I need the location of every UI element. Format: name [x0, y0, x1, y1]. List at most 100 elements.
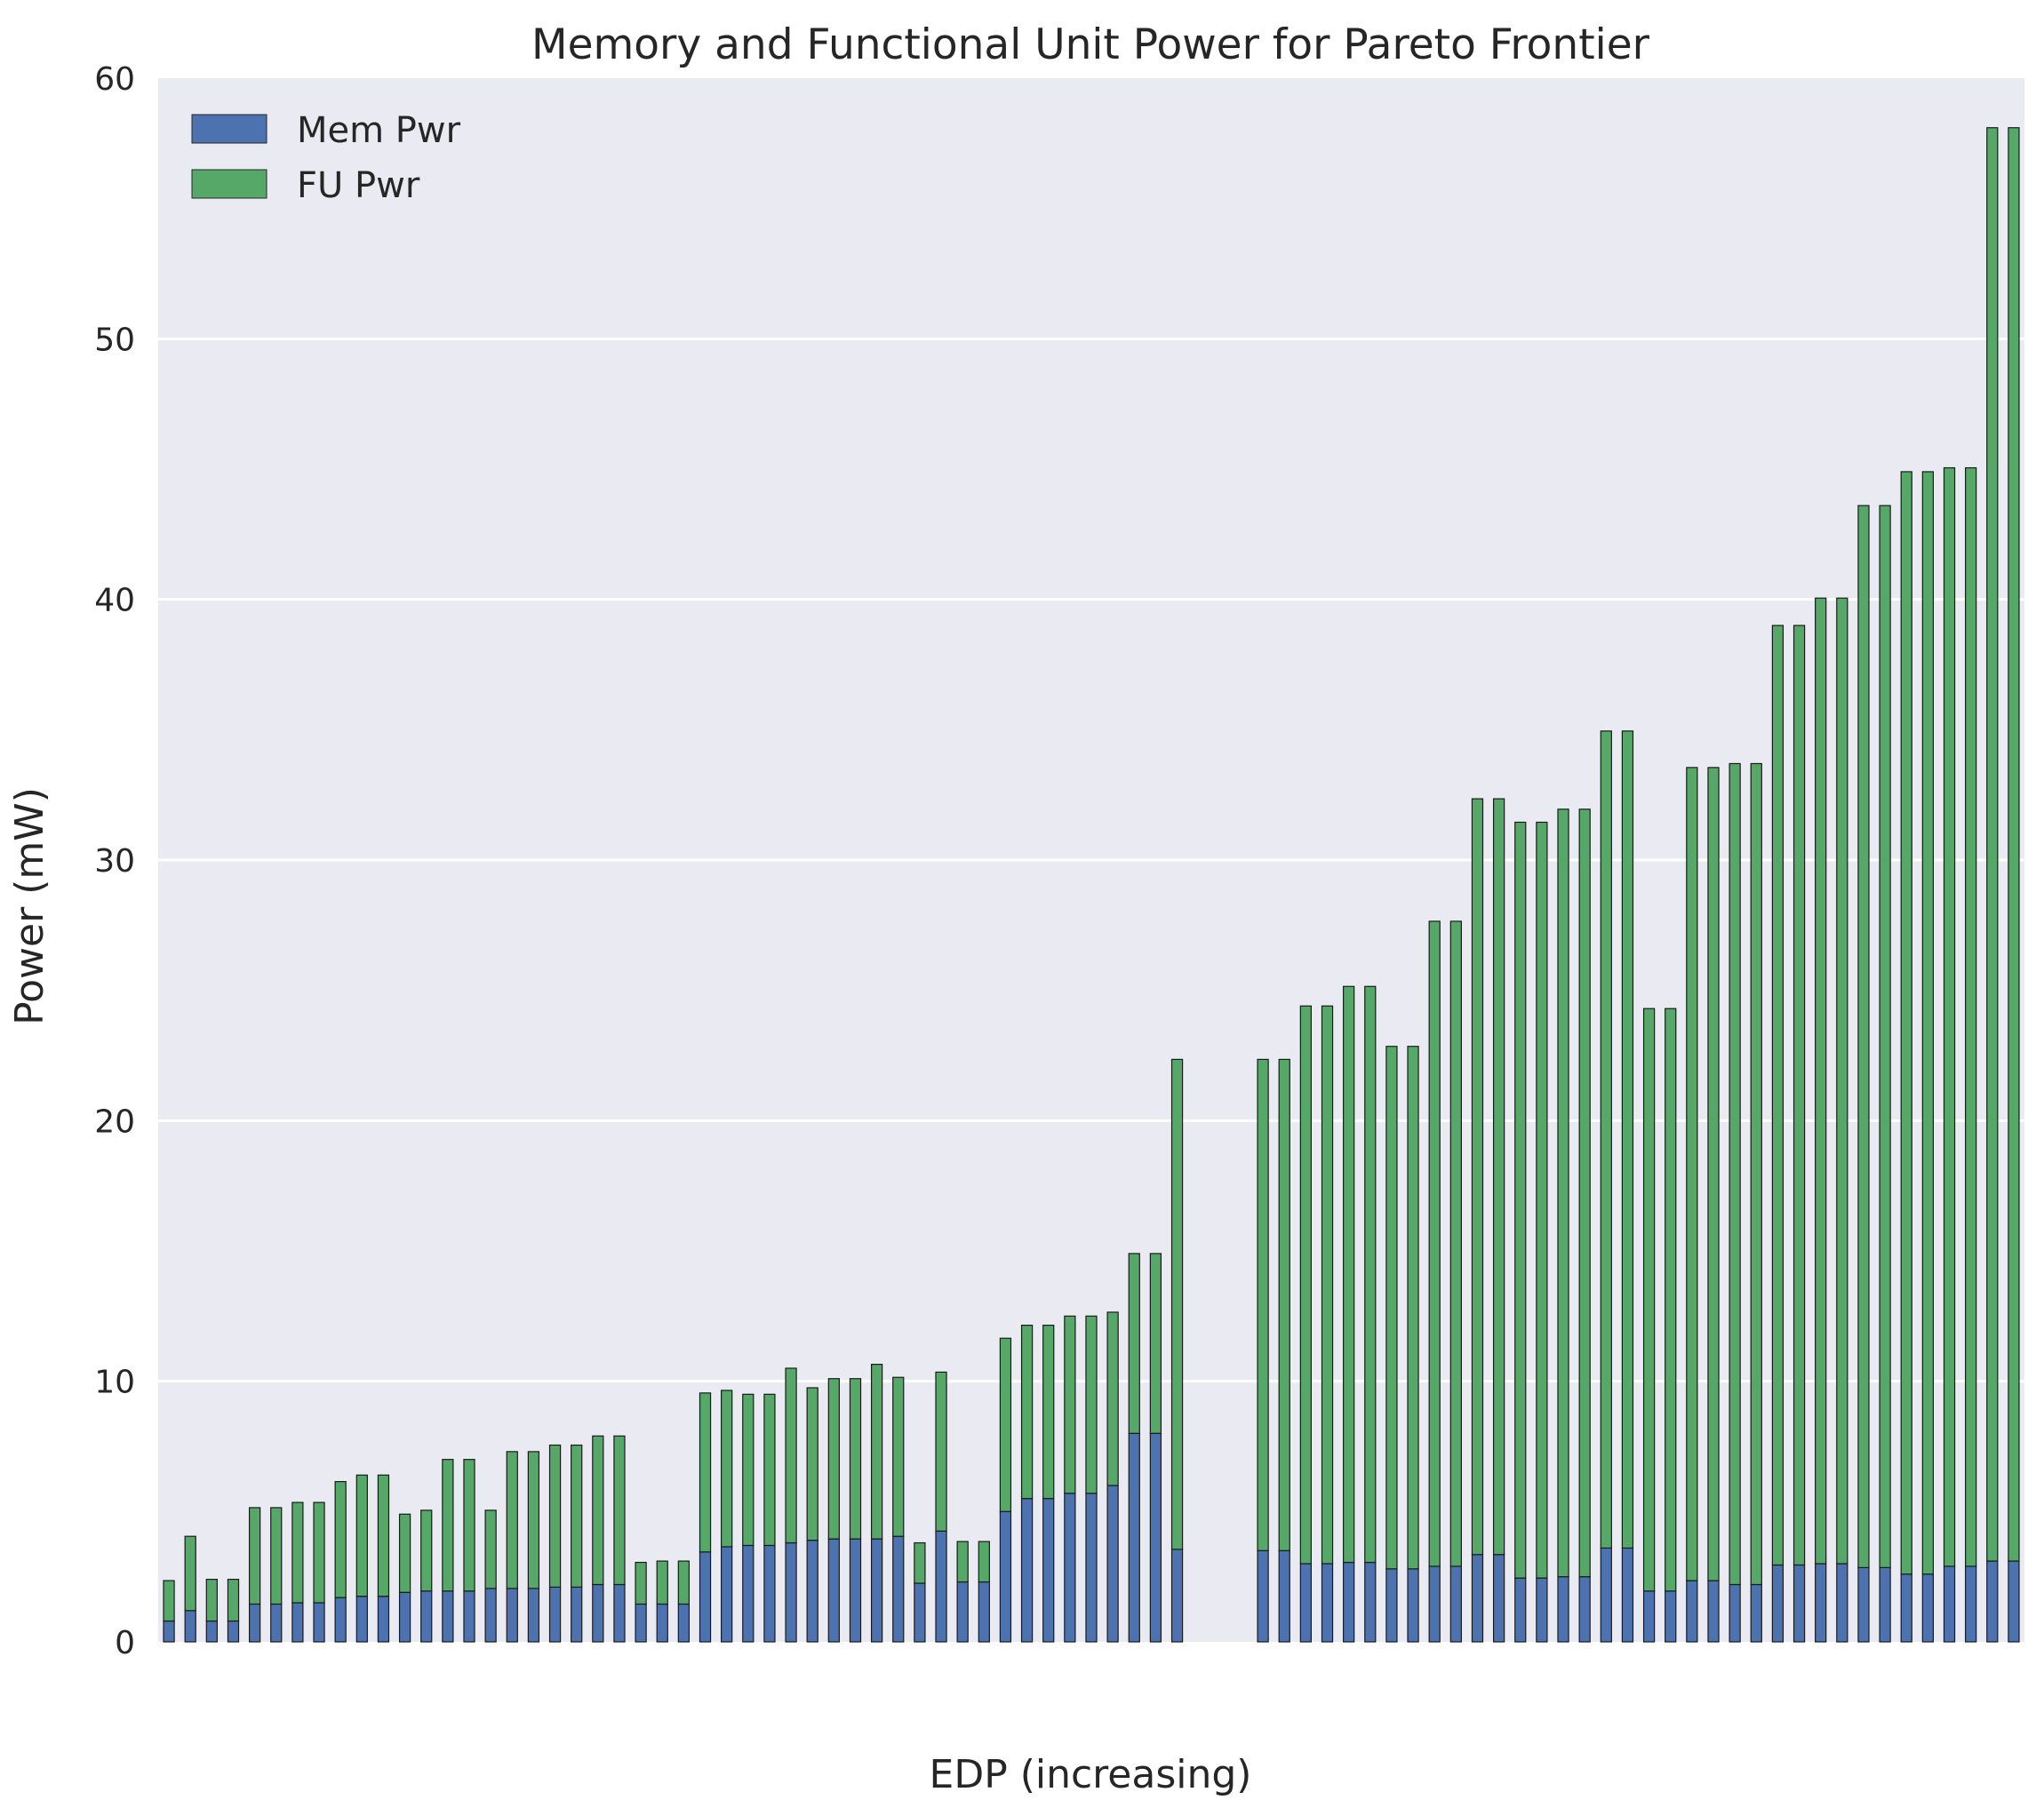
bar-mem-pwr	[1385, 1568, 1398, 1643]
bar-mem-pwr	[1170, 1549, 1184, 1643]
bar-fu-pwr	[1407, 1046, 1419, 1570]
bar-fu-pwr	[1170, 1058, 1184, 1550]
bar-fu-pwr	[1536, 821, 1548, 1579]
bar-fu-pwr	[1965, 466, 1977, 1567]
bar-mem-pwr	[1857, 1566, 1870, 1643]
bar-fu-pwr	[163, 1580, 175, 1622]
bar-mem-pwr	[571, 1586, 583, 1643]
bar-fu-pwr	[1514, 821, 1527, 1579]
bar-fu-pwr	[527, 1451, 540, 1589]
bar-fu-pwr	[613, 1435, 626, 1586]
bar-mem-pwr	[1128, 1432, 1140, 1643]
y-tick-label: 50	[94, 322, 135, 358]
bar-fu-pwr	[1943, 466, 1956, 1567]
bar-fu-pwr	[248, 1507, 261, 1605]
bar-fu-pwr	[1921, 471, 1935, 1575]
bar-fu-pwr	[1707, 767, 1720, 1581]
bar-fu-pwr	[1900, 471, 1912, 1575]
bar-fu-pwr	[420, 1509, 433, 1592]
bar-fu-pwr	[978, 1541, 990, 1583]
bar-mem-pwr	[999, 1510, 1012, 1643]
legend-label-mem-pwr: Mem Pwr	[297, 110, 461, 151]
bar-mem-pwr	[506, 1588, 518, 1643]
bar-fu-pwr	[763, 1393, 776, 1547]
bar-mem-pwr	[1921, 1573, 1935, 1643]
bar-mem-pwr	[892, 1535, 905, 1643]
bar-mem-pwr	[806, 1539, 818, 1643]
bar-fu-pwr	[227, 1578, 240, 1622]
bar-fu-pwr	[1600, 730, 1612, 1549]
bar-fu-pwr	[1815, 597, 1827, 1565]
bar-mem-pwr	[270, 1603, 283, 1643]
bar-fu-pwr	[398, 1513, 411, 1593]
bar-fu-pwr	[270, 1507, 283, 1605]
bar-fu-pwr	[806, 1387, 818, 1541]
bar-mem-pwr	[1321, 1563, 1334, 1643]
bar-mem-pwr	[1278, 1549, 1290, 1643]
bar-mem-pwr	[635, 1603, 647, 1643]
bar-fu-pwr	[935, 1371, 947, 1532]
bar-mem-pwr	[291, 1602, 304, 1643]
bar-mem-pwr	[548, 1586, 562, 1643]
bar-mem-pwr	[935, 1530, 947, 1643]
bar-fu-pwr	[742, 1393, 755, 1547]
bar-fu-pwr	[355, 1474, 368, 1597]
bar-mem-pwr	[1665, 1590, 1677, 1643]
bar-mem-pwr	[1064, 1493, 1076, 1643]
bar-fu-pwr	[1986, 127, 1999, 1562]
y-axis-label: Power (mW)	[7, 787, 52, 1025]
bar-fu-pwr	[1149, 1253, 1162, 1434]
bar-mem-pwr	[613, 1583, 626, 1643]
bar-fu-pwr	[827, 1378, 840, 1540]
bar-fu-pwr	[184, 1535, 196, 1612]
bar-fu-pwr	[914, 1541, 926, 1584]
bar-mem-pwr	[442, 1590, 454, 1643]
bar-fu-pwr	[548, 1444, 562, 1589]
bar-fu-pwr	[1343, 985, 1355, 1564]
y-tick-label: 20	[94, 1103, 135, 1140]
bar-mem-pwr	[1729, 1583, 1741, 1643]
bar-fu-pwr	[1321, 1005, 1334, 1565]
bar-fu-pwr	[1665, 1008, 1677, 1592]
bar-fu-pwr	[1064, 1315, 1076, 1494]
y-tick-label: 40	[94, 583, 135, 619]
bar-fu-pwr	[377, 1474, 390, 1597]
bar-fu-pwr	[571, 1444, 583, 1589]
bar-mem-pwr	[978, 1581, 990, 1643]
bar-mem-pwr	[1343, 1561, 1355, 1643]
legend: Mem Pwr FU Pwr	[191, 110, 461, 206]
bar-fu-pwr	[1836, 597, 1848, 1565]
bar-fu-pwr	[870, 1363, 883, 1540]
bar-fu-pwr	[1578, 808, 1591, 1578]
bar-fu-pwr	[677, 1560, 691, 1605]
bar-mem-pwr	[1642, 1590, 1656, 1643]
bar-mem-pwr	[1492, 1554, 1505, 1643]
bar-fu-pwr	[1128, 1253, 1140, 1434]
bar-mem-pwr	[420, 1590, 433, 1643]
bar-mem-pwr	[827, 1538, 840, 1643]
bar-mem-pwr	[1600, 1547, 1612, 1643]
legend-swatch-mem-pwr	[191, 114, 267, 144]
bar-mem-pwr	[1106, 1485, 1119, 1643]
bar-mem-pwr	[1943, 1565, 1956, 1643]
bar-mem-pwr	[1257, 1549, 1269, 1643]
bar-mem-pwr	[592, 1583, 604, 1643]
bar-fu-pwr	[892, 1376, 905, 1537]
bar-fu-pwr	[1750, 762, 1762, 1586]
bar-mem-pwr	[699, 1551, 712, 1643]
bar-mem-pwr	[1471, 1554, 1484, 1643]
bar-mem-pwr	[334, 1597, 347, 1643]
bar-mem-pwr	[1792, 1564, 1806, 1643]
bar-fu-pwr	[334, 1480, 347, 1598]
bar-fu-pwr	[205, 1578, 218, 1622]
bar-fu-pwr	[1364, 985, 1377, 1564]
y-tick-label: 0	[115, 1625, 135, 1661]
bar-fu-pwr	[1492, 798, 1505, 1556]
bar-fu-pwr	[2008, 127, 2020, 1562]
bar-mem-pwr	[1085, 1493, 1098, 1643]
bar-mem-pwr	[677, 1603, 691, 1643]
bar-mem-pwr	[1364, 1561, 1377, 1643]
bar-mem-pwr	[849, 1538, 862, 1643]
bar-mem-pwr	[1407, 1568, 1419, 1643]
bar-mem-pwr	[1428, 1565, 1441, 1643]
